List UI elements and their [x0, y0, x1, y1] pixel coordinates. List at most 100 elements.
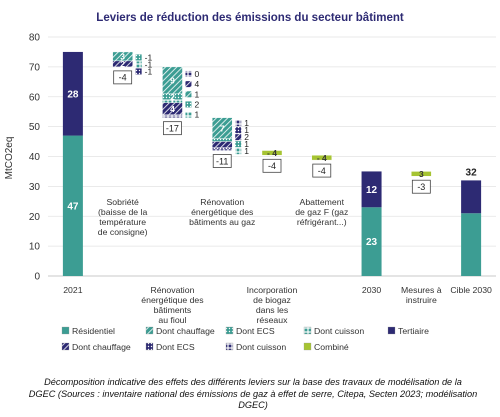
legend-label: Dont chauffage: [72, 342, 131, 352]
bar-segment: [62, 135, 83, 276]
x-category-label: bâtiments: [154, 305, 192, 315]
legend-label: Dont chauffage: [156, 326, 215, 336]
bar-segment-label: - 4: [317, 153, 327, 163]
legend: Résidentiel Dont chauffage Dont ECS Dont cu…: [61, 326, 429, 352]
delta-label: -11: [216, 156, 228, 166]
side-label: -1: [145, 66, 153, 76]
caption-line-1: Décomposition indicative des effets des …: [44, 377, 462, 387]
x-category-label: Abattement: [300, 197, 345, 207]
side-label: -1: [145, 59, 153, 69]
bar-segment: [212, 138, 233, 142]
grid: [48, 36, 496, 277]
legend-swatch: [387, 326, 396, 335]
x-category-label: 2021: [63, 285, 82, 295]
side-label: 0: [194, 69, 199, 79]
x-category-label: énergétique des: [191, 207, 254, 217]
side-label: 2: [244, 132, 249, 142]
bar-segment: [261, 150, 283, 156]
x-category-label: instruire: [406, 295, 437, 305]
y-tick-label: 40: [29, 152, 41, 163]
bar-segment-label: 23: [366, 237, 378, 248]
legend-swatch: [145, 342, 154, 351]
bar-group: 3-3: [411, 169, 432, 194]
delta-box: [312, 163, 332, 178]
x-category-label: réfrigérant...): [297, 217, 347, 227]
side-label: 1: [194, 89, 199, 99]
x-category-label: Rénovation: [150, 285, 194, 295]
x-category-label: de consigne): [98, 227, 148, 237]
side-marker: [235, 127, 242, 134]
side-marker: [185, 70, 192, 77]
bar-segment-label: 9: [170, 76, 175, 86]
delta-label: -3: [417, 182, 425, 192]
bar-segment: [212, 141, 233, 148]
legend-label: Tertiaire: [398, 326, 429, 336]
x-category-label: Rénovation: [200, 197, 244, 207]
side-label: 1: [244, 146, 249, 156]
legend-label: Dont ECS: [156, 342, 195, 352]
bar-group: - 4-4: [261, 148, 283, 173]
x-category-label: 2030: [362, 285, 381, 295]
bar-segment-label: 47: [67, 201, 79, 212]
delta-box: [113, 70, 133, 85]
legend-swatch: [225, 342, 234, 351]
delta-label: -4: [318, 166, 326, 176]
side-label: 1: [244, 125, 249, 135]
chart-title: Leviers de réduction des émissions du se…: [96, 12, 404, 24]
x-category-label: Sobriété: [106, 197, 139, 207]
side-marker: [135, 68, 142, 75]
legend-swatch: [225, 326, 234, 335]
bar-group: 23 12: [361, 171, 382, 276]
side-marker: [185, 101, 192, 108]
x-category-label: bâtiments au gaz: [189, 217, 255, 227]
x-category-label: (baisse de la: [98, 207, 147, 217]
delta-box: [411, 179, 431, 194]
legend-swatch: [303, 342, 312, 351]
bar-segment: [112, 60, 133, 68]
side-marker: [235, 120, 242, 127]
bar-group: 32-1-1-1-4: [112, 52, 153, 85]
bar-segment: [311, 155, 332, 161]
x-category-label: de biogaz: [253, 295, 291, 305]
side-label: -1: [145, 52, 153, 62]
bar-segment: [162, 114, 183, 118]
delta-box: [163, 121, 182, 136]
bar-segment-label: 3: [419, 169, 424, 179]
bar-segment-label: 12: [366, 185, 378, 196]
bar-segment-label: - 4: [267, 148, 277, 158]
side-label: 1: [244, 139, 249, 149]
x-category-label: au fioul: [158, 315, 186, 325]
delta-label: -17: [166, 123, 179, 133]
x-category-label: énergétique des: [141, 295, 204, 305]
side-label: 1: [194, 110, 199, 120]
bar-group: 47 28: [62, 51, 83, 276]
x-category-label: température: [99, 217, 146, 227]
y-tick-label: 50: [29, 122, 41, 133]
side-label: 1: [244, 118, 249, 128]
delta-label: -4: [119, 73, 127, 83]
bar-segment: [212, 148, 233, 151]
y-tick-label: 10: [29, 242, 41, 253]
side-label: 2: [194, 99, 199, 109]
bar-segment: [461, 213, 482, 276]
bar-group: 32: [461, 167, 482, 276]
x-category-label: Incorporation: [247, 285, 298, 295]
legend-label: Combiné: [314, 342, 349, 352]
side-marker: [235, 141, 242, 148]
side-marker: [185, 111, 192, 118]
legend-label: Dont cuisson: [236, 342, 286, 352]
side-marker: [235, 148, 242, 155]
x-category-label: dans les: [256, 305, 289, 315]
legend-swatch: [145, 326, 154, 335]
bar-total-label: 32: [466, 167, 478, 178]
x-category-label: Mesures à: [401, 285, 442, 295]
bar-segment: [212, 147, 233, 150]
y-tick-label: 70: [29, 62, 41, 73]
side-marker: [135, 54, 142, 61]
legend-swatch: [61, 342, 70, 351]
legend-label: Résidentiel: [72, 326, 115, 336]
y-axis-label: MtCO2eq: [4, 137, 15, 180]
